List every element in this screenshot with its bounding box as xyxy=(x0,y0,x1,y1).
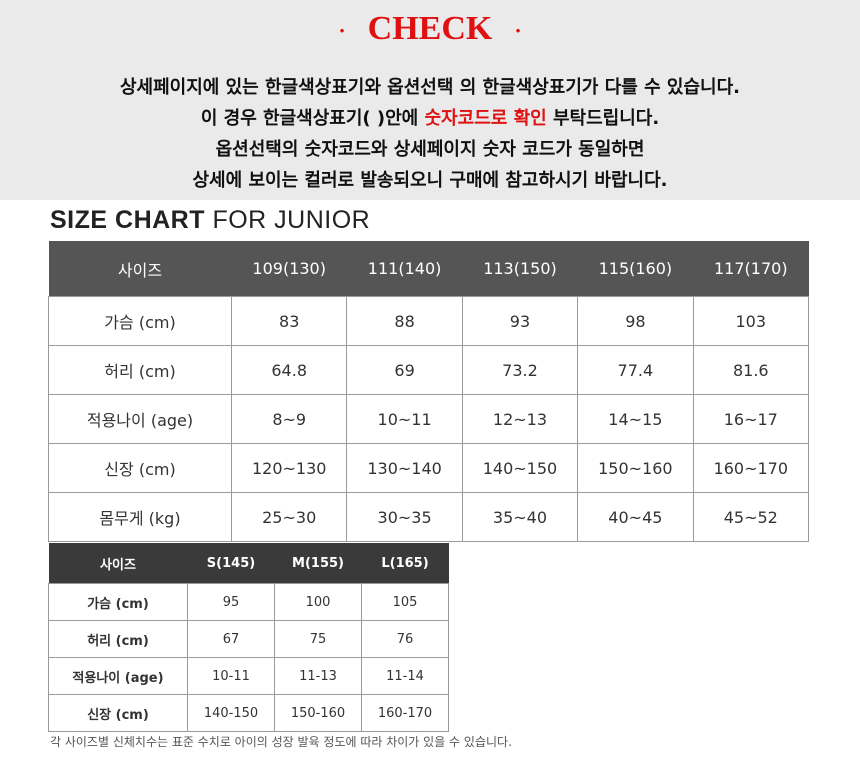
notice-line-2: 이 경우 한글색상표기( )안에 숫자코드로 확인 부탁드립니다. xyxy=(0,103,860,134)
header-size-cell: S(145) xyxy=(187,543,275,584)
table-cell: 30~35 xyxy=(346,492,463,542)
table-cell: 69 xyxy=(346,345,463,395)
table-cell: 88 xyxy=(346,296,463,346)
title-dot-left: · xyxy=(338,18,346,44)
size-chart-title: SIZE CHART FOR JUNIOR xyxy=(50,206,370,235)
table-cell: 95 xyxy=(187,583,275,621)
table-cell: 73.2 xyxy=(461,345,579,395)
row-label: 신장 (cm) xyxy=(48,443,232,493)
row-label: 가슴 (cm) xyxy=(48,583,188,621)
table-row: 허리 (cm) 64.8 69 73.2 77.4 81.6 xyxy=(48,345,810,395)
table-cell: 83 xyxy=(230,296,348,346)
notice-line-3: 옵션선택의 숫자코드와 상세페이지 숫자 코드가 동일하면 xyxy=(215,139,645,160)
row-label: 적용나이 (age) xyxy=(48,394,232,444)
table-row: 적용나이 (age) 8~9 10~11 12~13 14~15 16~17 xyxy=(48,394,810,444)
table-cell: 10~11 xyxy=(346,394,463,444)
table-cell: 14~15 xyxy=(577,394,694,444)
header-size-cell: 109(130) xyxy=(231,241,347,297)
notice-line-4: 상세에 보이는 컬러로 발송되오니 구매에 참고하시기 바랍니다. xyxy=(192,170,668,191)
size-chart-title-light: FOR JUNIOR xyxy=(212,206,371,234)
table-cell: 11-14 xyxy=(361,657,449,695)
table-cell: 67 xyxy=(187,620,275,658)
check-title-text: CHECK xyxy=(367,10,493,47)
table-cell: 120~130 xyxy=(230,443,348,493)
table-cell: 81.6 xyxy=(692,345,810,395)
row-label: 가슴 (cm) xyxy=(48,296,232,346)
row-label: 허리 (cm) xyxy=(48,620,188,658)
table-row: 신장 (cm) 120~130 130~140 140~150 150~160 160~1… xyxy=(48,443,810,493)
header-size-cell: 117(170) xyxy=(693,241,809,297)
table-cell: 160-170 xyxy=(361,694,449,732)
table-row: 가슴 (cm) 95 100 105 xyxy=(48,583,449,621)
table-cell: 160~170 xyxy=(692,443,810,493)
table-cell: 16~17 xyxy=(692,394,810,444)
table-row: 가슴 (cm) 83 88 93 98 103 xyxy=(48,296,810,346)
table-cell: 93 xyxy=(461,296,579,346)
table-cell: 150~160 xyxy=(577,443,694,493)
notice-text: 상세페이지에 있는 한글색상표기와 옵션선택 의 한글색상표기가 다를 수 있습… xyxy=(0,72,860,196)
row-label: 몸무게 (kg) xyxy=(48,492,232,542)
table-cell: 12~13 xyxy=(461,394,579,444)
table-cell: 64.8 xyxy=(230,345,348,395)
table-header-row: 사이즈 109(130) 111(140) 113(150) 115(160) 117(1… xyxy=(48,241,809,297)
table-cell: 140-150 xyxy=(187,694,275,732)
header-size-label: 사이즈 xyxy=(48,241,232,297)
header-size-cell: 113(150) xyxy=(462,241,578,297)
table-cell: 40~45 xyxy=(577,492,694,542)
table-cell: 140~150 xyxy=(461,443,579,493)
table-cell: 8~9 xyxy=(230,394,348,444)
table-cell: 25~30 xyxy=(230,492,348,542)
table-cell: 150-160 xyxy=(274,694,362,732)
header-size-cell: L(165) xyxy=(361,543,449,584)
row-label: 신장 (cm) xyxy=(48,694,188,732)
table-cell: 45~52 xyxy=(692,492,810,542)
table-cell: 76 xyxy=(361,620,449,658)
table-header-row: 사이즈 S(145) M(155) L(165) xyxy=(48,543,449,584)
table-cell: 11-13 xyxy=(274,657,362,695)
notice-line-2-highlight: 숫자코드로 확인 xyxy=(424,108,547,129)
table-row: 허리 (cm) 67 75 76 xyxy=(48,620,449,658)
header-size-cell: 115(160) xyxy=(577,241,694,297)
notice-banner: · CHECK · 상세페이지에 있는 한글색상표기와 옵션선택 의 한글색상표기가… xyxy=(0,0,860,200)
notice-line-2-post: 부탁드립니다. xyxy=(546,108,660,129)
row-label: 적용나이 (age) xyxy=(48,657,188,695)
notice-line-1: 상세페이지에 있는 한글색상표기와 옵션선택 의 한글색상표기가 다를 수 있습… xyxy=(119,77,740,98)
header-size-cell: M(155) xyxy=(274,543,362,584)
table-cell: 98 xyxy=(577,296,694,346)
size-footnote: 각 사이즈별 신체치수는 표준 수치로 아이의 성장 발육 정도에 따라 차이가… xyxy=(50,735,512,749)
notice-line-2-pre: 이 경우 한글색상표기( )안에 xyxy=(200,108,425,129)
table-cell: 130~140 xyxy=(346,443,463,493)
table-row: 신장 (cm) 140-150 150-160 160-170 xyxy=(48,694,449,732)
table-cell: 103 xyxy=(692,296,810,346)
table-cell: 35~40 xyxy=(461,492,579,542)
junior-size-table: 사이즈 109(130) 111(140) 113(150) 115(160) 117(1… xyxy=(48,241,810,542)
row-label: 허리 (cm) xyxy=(48,345,232,395)
table-cell: 10-11 xyxy=(187,657,275,695)
letter-size-table: 사이즈 S(145) M(155) L(165) 가슴 (cm) 95 100 105 허리 (… xyxy=(48,543,449,732)
table-cell: 75 xyxy=(274,620,362,658)
table-cell: 77.4 xyxy=(577,345,694,395)
check-title: · CHECK · xyxy=(0,10,860,48)
header-size-cell: 111(140) xyxy=(346,241,463,297)
size-chart-title-bold: SIZE CHART xyxy=(50,206,205,234)
table-row: 적용나이 (age) 10-11 11-13 11-14 xyxy=(48,657,449,695)
table-cell: 105 xyxy=(361,583,449,621)
table-cell: 100 xyxy=(274,583,362,621)
table-row: 몸무게 (kg) 25~30 30~35 35~40 40~45 45~52 xyxy=(48,492,810,542)
header-size-label: 사이즈 xyxy=(48,543,188,584)
title-dot-right: · xyxy=(514,18,522,44)
